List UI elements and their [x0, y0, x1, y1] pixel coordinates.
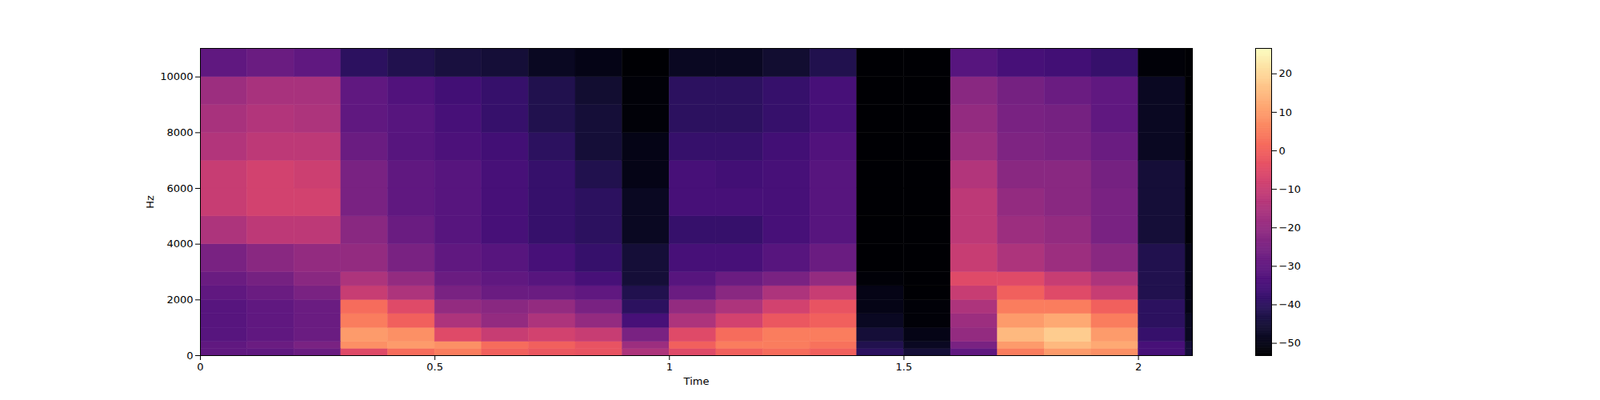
svg-text:8000: 8000 — [166, 126, 193, 139]
svg-text:2000: 2000 — [166, 293, 193, 306]
svg-text:2: 2 — [1135, 360, 1142, 373]
svg-text:−40: −40 — [1279, 298, 1301, 311]
svg-text:Hz: Hz — [144, 195, 156, 209]
svg-text:6000: 6000 — [166, 182, 193, 195]
svg-text:10000: 10000 — [160, 70, 193, 83]
svg-text:10: 10 — [1279, 106, 1293, 119]
svg-text:20: 20 — [1279, 67, 1293, 80]
svg-text:4000: 4000 — [166, 237, 193, 250]
svg-text:0: 0 — [1279, 144, 1286, 157]
svg-text:0.5: 0.5 — [426, 360, 444, 373]
svg-text:Time: Time — [683, 375, 710, 388]
svg-text:−30: −30 — [1279, 260, 1301, 272]
svg-text:−10: −10 — [1279, 183, 1301, 196]
svg-text:0: 0 — [186, 349, 193, 362]
svg-text:1.5: 1.5 — [896, 360, 913, 373]
svg-text:−20: −20 — [1279, 221, 1301, 234]
svg-text:0: 0 — [196, 360, 204, 373]
svg-text:−50: −50 — [1279, 336, 1301, 349]
svg-text:1: 1 — [666, 360, 673, 373]
